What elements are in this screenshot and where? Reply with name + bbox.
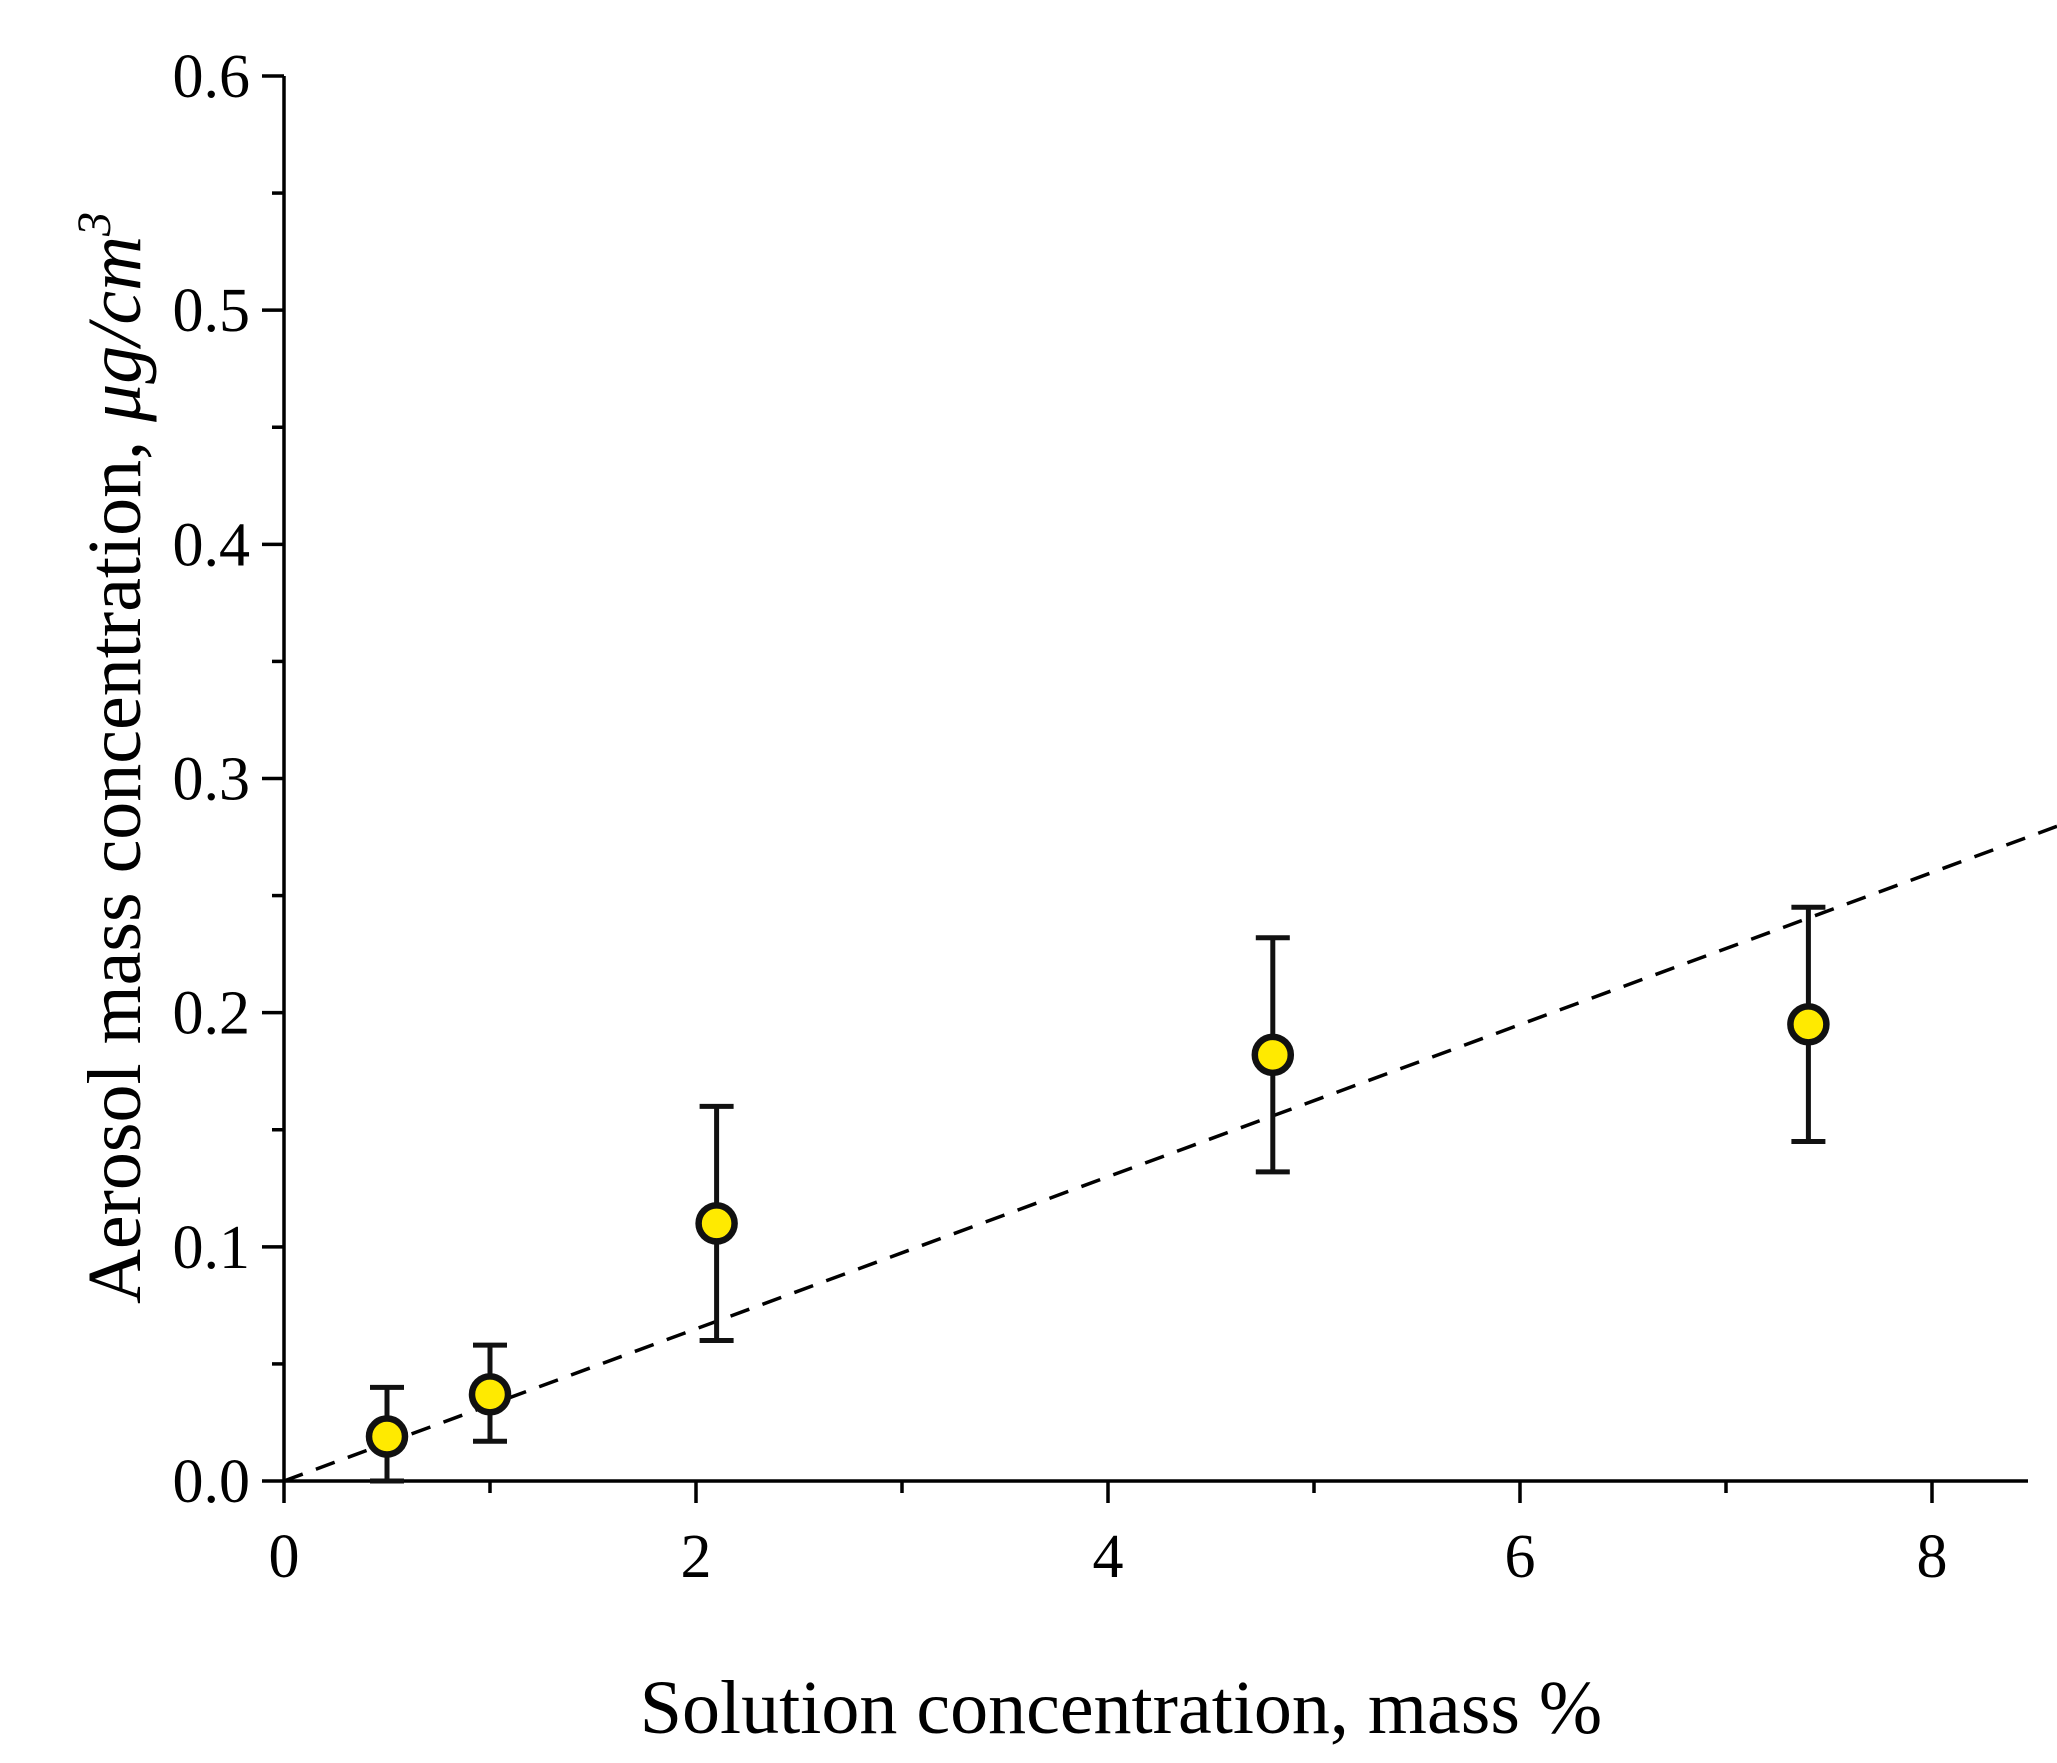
data-point xyxy=(1251,1033,1295,1077)
x-axis-title: Solution concentration, mass % xyxy=(640,1666,1603,1750)
ticks: 02468101214160.00.10.20.30.40.50.6 xyxy=(173,43,1948,1591)
y-axis-title-unit: μg/cm xyxy=(73,236,157,423)
y-axis-title-prefix: Aerosol mass concentration, xyxy=(73,422,157,1304)
data-point xyxy=(695,1202,738,1245)
x-tick-label: 8 xyxy=(1917,1523,1948,1591)
x-tick-label: 2 xyxy=(681,1523,712,1591)
y-tick-label: 0.6 xyxy=(173,43,251,111)
x-tick-label: 4 xyxy=(1093,1523,1124,1591)
y-tick-label: 0.5 xyxy=(173,277,251,345)
y-axis-title-unit-superscript: 3 xyxy=(68,212,121,237)
data-point xyxy=(365,1415,409,1458)
y-tick-label: 0.1 xyxy=(173,1214,251,1282)
x-tick-label: 6 xyxy=(1505,1523,1536,1591)
y-tick-label: 0.4 xyxy=(173,511,251,579)
y-tick-label: 0.2 xyxy=(173,980,251,1048)
x-tick-label: 0 xyxy=(269,1523,300,1591)
data-points xyxy=(365,1003,1830,1458)
y-tick-label: 0.0 xyxy=(173,1448,251,1516)
fit-line xyxy=(283,824,2057,1483)
y-axis-title: Aerosol mass concentration, μg/cm3 xyxy=(68,212,157,1304)
error-bars xyxy=(370,904,1826,1484)
data-point xyxy=(1787,1003,1830,1046)
fit-line-group xyxy=(283,824,2057,1483)
axes xyxy=(282,76,2028,1483)
y-tick-label: 0.3 xyxy=(173,746,251,814)
data-point xyxy=(468,1373,512,1416)
